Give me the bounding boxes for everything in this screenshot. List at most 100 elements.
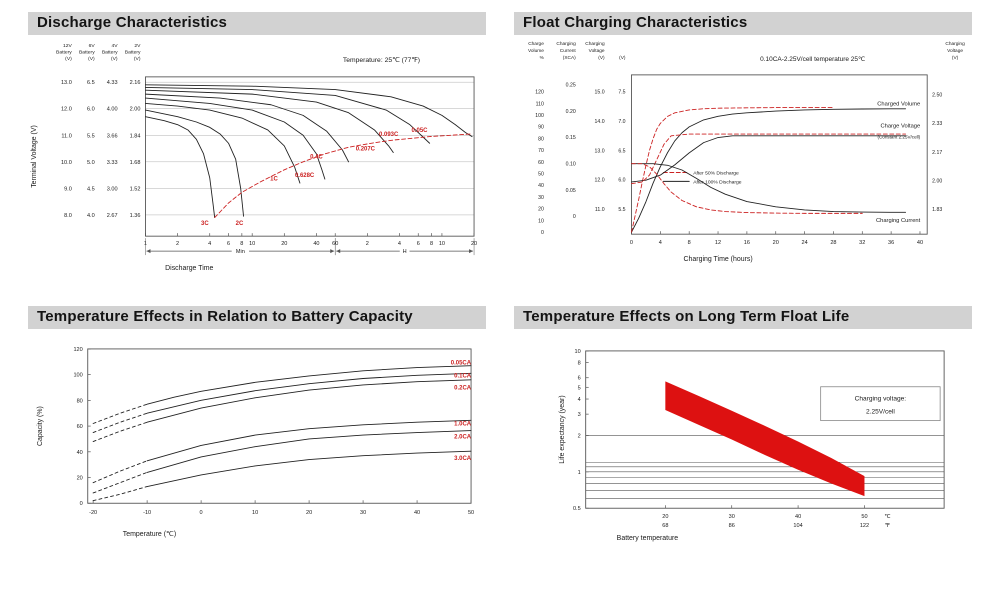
svg-text:6.0: 6.0 <box>87 106 95 112</box>
svg-text:0: 0 <box>200 510 203 516</box>
charts-grid: Discharge Characteristics 12V Battery (V) 1… <box>28 12 972 563</box>
svg-text:9.0: 9.0 <box>64 186 72 192</box>
svg-text:Temperature (℃): Temperature (℃) <box>123 531 176 538</box>
svg-text:2.00: 2.00 <box>932 178 942 184</box>
svg-text:11.0: 11.0 <box>61 133 71 139</box>
svg-text:30: 30 <box>729 514 735 520</box>
svg-text:Charge Voltage: Charge Voltage <box>880 123 920 129</box>
svg-text:60: 60 <box>77 424 83 430</box>
svg-text:68: 68 <box>662 523 668 529</box>
svg-text:122: 122 <box>860 523 869 529</box>
svg-text:2: 2 <box>366 241 369 247</box>
svg-text:Battery temperature: Battery temperature <box>617 535 679 542</box>
svg-text:Voltage: Voltage <box>589 48 605 54</box>
svg-text:4.33: 4.33 <box>107 80 118 86</box>
svg-text:4.0: 4.0 <box>87 213 95 219</box>
svg-text:14.0: 14.0 <box>595 119 605 125</box>
svg-text:1.36: 1.36 <box>130 213 141 219</box>
svg-text:80: 80 <box>538 136 544 142</box>
svg-text:2.0CA: 2.0CA <box>454 434 472 440</box>
svg-text:2.25V/cell: 2.25V/cell <box>866 408 895 415</box>
svg-text:4: 4 <box>398 241 401 247</box>
svg-text:0.5: 0.5 <box>573 506 581 512</box>
svg-text:110: 110 <box>536 101 544 107</box>
header-discharge-characteristics: Discharge Characteristics <box>28 12 486 35</box>
panel-float-life: Temperature Effects on Long Term Float L… <box>514 305 972 563</box>
svg-text:100: 100 <box>73 372 82 378</box>
svg-text:10: 10 <box>249 241 255 247</box>
svg-text:(V): (V) <box>619 55 626 61</box>
svg-text:Volume: Volume <box>528 48 544 54</box>
svg-text:After 100% Discharge: After 100% Discharge <box>693 179 742 185</box>
svg-text:7.5: 7.5 <box>618 89 625 95</box>
svg-text:(V): (V) <box>65 56 72 62</box>
svg-text:(Constant 2.25V/cell): (Constant 2.25V/cell) <box>877 134 920 139</box>
svg-text:20: 20 <box>306 510 312 516</box>
svg-text:2V: 2V <box>134 43 141 49</box>
svg-text:3C: 3C <box>201 221 209 227</box>
discharge-characteristics-chart: 12VBattery(V)13.012.011.010.09.08.06VBat… <box>28 34 486 286</box>
svg-text:16: 16 <box>744 240 750 246</box>
svg-text:120: 120 <box>535 89 544 95</box>
svg-text:Discharge Time: Discharge Time <box>165 265 213 272</box>
svg-text:120: 120 <box>73 346 82 352</box>
svg-text:2.50: 2.50 <box>932 92 942 98</box>
svg-text:3.33: 3.33 <box>107 160 118 166</box>
svg-text:20: 20 <box>662 514 668 520</box>
svg-text:0.628C: 0.628C <box>295 173 315 179</box>
svg-text:4: 4 <box>208 241 211 247</box>
svg-text:℉: ℉ <box>885 523 890 529</box>
svg-text:Life expectancy (year): Life expectancy (year) <box>559 395 566 463</box>
svg-text:2.67: 2.67 <box>107 213 118 219</box>
svg-text:℃: ℃ <box>884 514 890 520</box>
panel-temperature-capacity: Temperature Effects in Relation to Batte… <box>28 305 486 563</box>
svg-text:6: 6 <box>578 375 581 381</box>
svg-text:8.0: 8.0 <box>64 213 72 219</box>
svg-text:%: % <box>540 55 545 61</box>
svg-text:80: 80 <box>77 398 83 404</box>
title-float-life: Temperature Effects on Long Term Float L… <box>523 307 850 325</box>
svg-text:24: 24 <box>801 240 807 246</box>
svg-text:2: 2 <box>578 433 581 439</box>
svg-text:10: 10 <box>538 218 544 224</box>
svg-text:104: 104 <box>793 523 802 529</box>
svg-text:5: 5 <box>578 385 581 391</box>
svg-text:30: 30 <box>360 510 366 516</box>
svg-text:2: 2 <box>176 241 179 247</box>
svg-text:2.16: 2.16 <box>130 80 141 86</box>
svg-text:50: 50 <box>538 171 544 177</box>
svg-text:5.5: 5.5 <box>87 133 95 139</box>
svg-text:Battery: Battery <box>79 49 95 55</box>
svg-text:6: 6 <box>417 241 420 247</box>
svg-text:3: 3 <box>578 412 581 418</box>
svg-text:0.10CA-2.25V/cell temperature: 0.10CA-2.25V/cell temperature 25℃ <box>760 56 865 63</box>
svg-text:Charging Current: Charging Current <box>876 218 921 224</box>
svg-text:4.5: 4.5 <box>87 186 95 192</box>
svg-text:12V: 12V <box>63 43 73 49</box>
svg-text:(V): (V) <box>952 55 959 61</box>
svg-text:20: 20 <box>538 206 544 212</box>
svg-text:36: 36 <box>888 240 894 246</box>
svg-text:12.0: 12.0 <box>61 106 72 112</box>
svg-text:2.33: 2.33 <box>932 121 942 127</box>
svg-text:Charging Time (hours): Charging Time (hours) <box>684 256 753 263</box>
float-life-chart: 1086543210.5206830864010450122℃℉Charging… <box>514 328 972 563</box>
svg-text:0.093C: 0.093C <box>379 132 399 138</box>
svg-text:10: 10 <box>575 348 581 354</box>
svg-text:6V: 6V <box>89 43 96 49</box>
svg-text:2C: 2C <box>236 221 244 227</box>
svg-text:6: 6 <box>227 241 230 247</box>
svg-text:Voltage: Voltage <box>947 48 963 54</box>
svg-text:40: 40 <box>795 514 801 520</box>
svg-text:0.20: 0.20 <box>566 109 576 115</box>
svg-text:20: 20 <box>77 475 83 481</box>
header-float-life: Temperature Effects on Long Term Float L… <box>514 305 972 329</box>
svg-text:70: 70 <box>538 148 544 154</box>
svg-text:H: H <box>403 249 407 255</box>
svg-text:10: 10 <box>439 241 445 247</box>
svg-text:4.00: 4.00 <box>107 106 118 112</box>
svg-text:Battery: Battery <box>125 49 141 55</box>
svg-text:(V): (V) <box>598 55 605 61</box>
svg-text:5.5: 5.5 <box>618 207 625 213</box>
svg-text:Current: Current <box>560 48 577 54</box>
